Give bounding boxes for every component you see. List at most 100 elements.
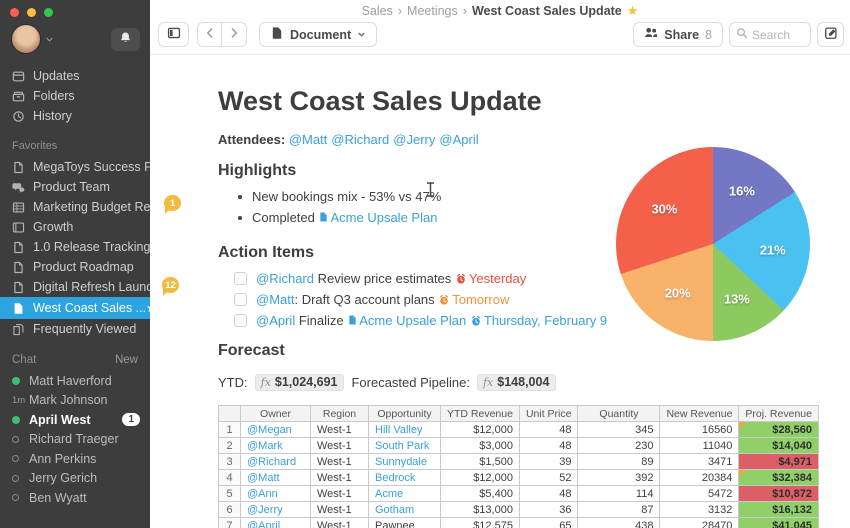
user-avatar[interactable] [11, 24, 41, 54]
row-number-cell[interactable]: 4 [218, 469, 241, 486]
task-checkbox[interactable] [234, 272, 247, 285]
sidebar-item-marketing-budget-re[interactable]: Marketing Budget Re... [0, 197, 150, 217]
region-cell[interactable]: West-1 [310, 421, 369, 438]
ytd-revenue-cell[interactable]: $12,575 [440, 517, 520, 528]
back-button[interactable] [197, 22, 222, 47]
notifications-button[interactable] [111, 27, 140, 51]
document-title[interactable]: West Coast Sales Update [218, 86, 542, 116]
opportunity-cell[interactable]: Gotham [368, 501, 441, 518]
unit-price-cell[interactable]: 65 [518, 517, 579, 528]
unit-price-cell[interactable]: 36 [518, 501, 579, 518]
star-icon[interactable]: ★ [146, 301, 150, 315]
linked-text[interactable]: Thursday, February 9 [483, 313, 608, 328]
opportunity-cell[interactable]: South Park [368, 437, 441, 454]
owner-cell[interactable]: @Mark [240, 437, 311, 454]
sidebar-item-1-0-release-tracking[interactable]: 1.0 Release Tracking [0, 237, 150, 257]
chat-item-ann-perkins[interactable]: Ann Perkins [0, 449, 150, 469]
share-button[interactable]: Share 8 [633, 22, 723, 47]
mention-richard[interactable]: @Richard [331, 132, 390, 147]
row-number-cell[interactable]: 1 [218, 421, 241, 438]
minimize-window-button[interactable] [27, 8, 36, 17]
mention-april[interactable]: @April [256, 313, 296, 328]
sidebar-item-folders[interactable]: Folders [0, 86, 150, 106]
new-revenue-cell[interactable]: 11040 [659, 437, 740, 454]
chat-item-richard-traeger[interactable]: Richard Traeger [0, 430, 150, 450]
linked-text[interactable]: Acme Upsale Plan [359, 313, 467, 328]
chevron-down-icon[interactable] [45, 35, 54, 44]
row-number-cell[interactable]: 5 [218, 485, 241, 502]
row-number-cell[interactable]: 2 [218, 437, 241, 454]
owner-cell[interactable]: @Megan [240, 421, 311, 438]
linked-text[interactable]: Acme Upsale Plan [330, 210, 438, 225]
proj-revenue-cell[interactable]: $10,872 [738, 485, 819, 502]
sidebar-item-growth[interactable]: Growth [0, 217, 150, 237]
comment-count-badge[interactable]: 1 [164, 195, 181, 214]
row-number-cell[interactable]: 3 [218, 453, 241, 470]
region-cell[interactable]: West-1 [310, 469, 369, 486]
mention-jerry[interactable]: @Jerry [393, 132, 436, 147]
quantity-cell[interactable]: 87 [577, 501, 661, 518]
new-revenue-cell[interactable]: 3132 [659, 501, 740, 518]
opportunity-cell[interactable]: Hill Valley [368, 421, 441, 438]
owner-cell[interactable]: @Richard [240, 453, 311, 470]
search-box[interactable] [729, 22, 811, 47]
new-chat-button[interactable]: New [114, 354, 138, 366]
owner-cell[interactable]: @April [240, 517, 311, 528]
unit-price-cell[interactable]: 48 [518, 437, 579, 454]
pie-chart[interactable]: 16% 21% 13% 20% 30% [616, 147, 810, 341]
opportunity-cell[interactable]: Pawnee [368, 517, 441, 528]
breadcrumb-link-meetings[interactable]: Meetings [407, 4, 458, 18]
ytd-revenue-cell[interactable]: $1,500 [440, 453, 520, 470]
sidebar-item-frequently-viewed[interactable]: Frequently Viewed [0, 319, 150, 339]
document-menu-button[interactable]: Document [259, 22, 378, 47]
unit-price-cell[interactable]: 48 [518, 485, 579, 502]
sidebar-item-product-roadmap[interactable]: Product Roadmap [0, 257, 150, 277]
document-canvas[interactable]: West Coast Sales Update Attendees: @Matt… [150, 56, 850, 528]
proj-revenue-cell[interactable]: $41,045 [738, 517, 819, 528]
proj-revenue-cell[interactable]: $4,971 [738, 453, 819, 470]
new-revenue-cell[interactable]: 5472 [659, 485, 740, 502]
chat-item-matt-haverford[interactable]: Matt Haverford [0, 371, 150, 391]
owner-cell[interactable]: @Matt [240, 469, 311, 486]
ytd-formula-chip[interactable]: fx $1,024,691 [254, 374, 345, 391]
owner-cell[interactable]: @Ann [240, 485, 311, 502]
ytd-revenue-cell[interactable]: $12,000 [440, 421, 520, 438]
sidebar-item-history[interactable]: History [0, 106, 150, 126]
proj-revenue-cell[interactable]: $14,040 [738, 437, 819, 454]
ytd-revenue-cell[interactable]: $13,000 [440, 501, 520, 518]
region-cell[interactable]: West-1 [310, 485, 369, 502]
quantity-cell[interactable]: 89 [577, 453, 661, 470]
region-cell[interactable]: West-1 [310, 453, 369, 470]
proj-revenue-cell[interactable]: $32,384 [738, 469, 819, 486]
chat-item-ben-wyatt[interactable]: Ben Wyatt [0, 488, 150, 508]
sidebar-toggle-button[interactable] [158, 22, 189, 47]
chat-item-mark-johnson[interactable]: 1m Mark Johnson [0, 391, 150, 411]
sidebar-item-product-team[interactable]: Product Team [0, 177, 150, 197]
compose-button[interactable] [817, 22, 844, 47]
task-checkbox[interactable] [234, 293, 247, 306]
breadcrumb-link-sales[interactable]: Sales [361, 4, 393, 18]
mention-april[interactable]: @April [439, 132, 479, 147]
close-window-button[interactable] [10, 8, 19, 17]
sidebar-item-updates[interactable]: Updates [0, 66, 150, 86]
mention-richard[interactable]: @Richard [256, 271, 314, 286]
quantity-cell[interactable]: 114 [577, 485, 661, 502]
region-cell[interactable]: West-1 [310, 437, 369, 454]
quantity-cell[interactable]: 392 [577, 469, 661, 486]
chat-item-jerry-gerich[interactable]: Jerry Gerich [0, 469, 150, 489]
new-revenue-cell[interactable]: 28470 [659, 517, 740, 528]
proj-revenue-cell[interactable]: $28,560 [738, 421, 819, 438]
ytd-revenue-cell[interactable]: $12,000 [440, 469, 520, 486]
task-checkbox[interactable] [234, 314, 247, 327]
favorite-star-icon[interactable]: ★ [626, 3, 639, 18]
proj-revenue-cell[interactable]: $16,132 [738, 501, 819, 518]
chat-item-april-west[interactable]: April West 1 [0, 410, 150, 430]
unit-price-cell[interactable]: 48 [518, 421, 579, 438]
mention-matt[interactable]: @Matt [288, 132, 328, 147]
quantity-cell[interactable]: 438 [577, 517, 661, 528]
forward-button[interactable] [222, 22, 247, 47]
region-cell[interactable]: West-1 [310, 501, 369, 518]
new-revenue-cell[interactable]: 3471 [659, 453, 740, 470]
sidebar-item-west-coast-sales[interactable]: West Coast Sales ...★ [0, 297, 150, 319]
quantity-cell[interactable]: 345 [577, 421, 661, 438]
